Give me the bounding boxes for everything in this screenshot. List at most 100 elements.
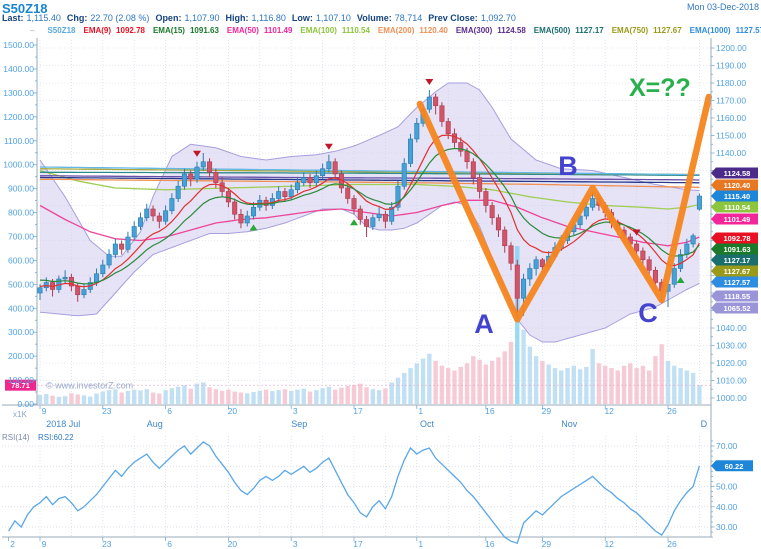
price-badge: [711, 265, 758, 277]
svg-text:1150.00: 1150.00: [716, 131, 746, 141]
rsi-panel: RSI(14) RSI:60.22 70.00 50.00 40.00 30.00 60.2…: [2, 433, 753, 549]
quote-value-2: 1,107.90: [184, 13, 220, 23]
wave-label-A: A: [474, 309, 494, 339]
quote-label-0: Last:: [2, 13, 24, 23]
svg-text:1180.00: 1180.00: [716, 78, 746, 88]
svg-text:16: 16: [485, 406, 495, 416]
line-EMA(100): [39, 169, 700, 210]
svg-text:20: 20: [228, 539, 238, 549]
legend-item-6: EMA(300): [455, 26, 493, 35]
quote-label-6: Prev Close:: [428, 13, 478, 23]
legend-line-marker: –: [30, 26, 35, 35]
candles-layer: [37, 90, 702, 320]
price-badge: [711, 232, 758, 244]
symbol-title: S50Z18: [2, 1, 48, 16]
svg-text:2: 2: [10, 539, 15, 549]
svg-text:17: 17: [353, 539, 363, 549]
month-label: Sep: [291, 419, 307, 429]
svg-text:1100.00: 1100.00: [4, 136, 34, 146]
line-EMA(500): [40, 171, 700, 177]
svg-text:6: 6: [167, 406, 172, 416]
rsi-badge: [711, 460, 753, 472]
svg-text:40.00: 40.00: [716, 502, 738, 512]
svg-text:300.00: 300.00: [8, 327, 34, 337]
rsi-current-value: RSI:60.22: [38, 433, 74, 442]
quote-value-3: 1,116.80: [251, 13, 286, 23]
legend-item-5: EMA(200): [377, 26, 415, 35]
quote-value-6: 1,092.70: [480, 13, 516, 23]
svg-text:400.00: 400.00: [8, 303, 34, 313]
session-date: Mon 03-Dec-2018: [686, 2, 759, 12]
svg-text:23: 23: [102, 539, 112, 549]
legend-value-2: 1091.63: [189, 26, 219, 35]
svg-text:29: 29: [542, 539, 552, 549]
month-label: Oct: [420, 419, 435, 429]
price-badge: [711, 179, 758, 191]
svg-text:1120.40: 1120.40: [724, 181, 751, 190]
price-badge: [711, 302, 758, 314]
svg-text:12: 12: [604, 539, 614, 549]
legend-value-5: 1120.40: [419, 26, 448, 35]
svg-text:1118.55: 1118.55: [724, 292, 750, 301]
svg-text:1030.00: 1030.00: [716, 341, 747, 351]
legend-value-9: 1127.57: [735, 26, 761, 35]
quote-label-3: High:: [225, 13, 249, 23]
legend-item-7: EMA(500): [533, 26, 571, 35]
svg-text:1300.00: 1300.00: [3, 88, 34, 98]
svg-text:1: 1: [418, 539, 423, 549]
price-badge: [711, 213, 758, 225]
svg-text:1190.00: 1190.00: [716, 61, 746, 71]
svg-text:1127.67: 1127.67: [724, 267, 751, 276]
sell-marker: [632, 229, 641, 236]
svg-text:1400.00: 1400.00: [3, 64, 34, 74]
price-badge: [711, 201, 758, 213]
signal-markers: [193, 79, 685, 283]
svg-text:1115.40: 1115.40: [724, 192, 750, 201]
legend-value-4: 1110.54: [341, 26, 370, 35]
price-badges: 1124.58 1120.40 1115.40 1110.54 1101.49 1092.…: [711, 167, 758, 314]
svg-text:3: 3: [293, 539, 298, 549]
svg-text:1170.00: 1170.00: [716, 96, 746, 106]
svg-text:1124.58: 1124.58: [724, 169, 751, 178]
price-badge: [711, 167, 758, 179]
svg-text:800.00: 800.00: [8, 208, 34, 218]
quote-label-1: Chg:: [66, 13, 88, 23]
legend-item-9: EMA(1000): [689, 26, 731, 35]
line-EMA(1000): [39, 166, 700, 176]
svg-text:1140.00: 1140.00: [716, 148, 746, 158]
svg-text:30.00: 30.00: [716, 522, 738, 532]
rsi-line: [8, 441, 701, 545]
svg-text:600.00: 600.00: [8, 255, 34, 265]
quote-value-5: 78,714: [394, 13, 423, 23]
svg-text:1200.00: 1200.00: [716, 43, 747, 53]
quote-summary-bar: Last: 1,115.40 Chg: 22.70 (2.08 %) Open: 1,10…: [2, 13, 516, 23]
svg-text:900.00: 900.00: [8, 184, 34, 194]
legend-item-4: EMA(100): [300, 26, 337, 35]
zigzag-annotation: [416, 93, 713, 323]
svg-text:1092.78: 1092.78: [723, 234, 750, 243]
svg-text:23: 23: [102, 406, 112, 416]
legend-value-1: 1092.78: [116, 26, 145, 35]
line-EMA(50): [39, 199, 700, 247]
moving-average-lines: [39, 166, 700, 247]
svg-text:17: 17: [353, 406, 363, 416]
legend-item-2: EMA(15): [152, 26, 185, 35]
svg-text:78.71: 78.71: [11, 381, 30, 390]
svg-text:1091.63: 1091.63: [723, 245, 750, 254]
svg-text:0.00: 0.00: [17, 399, 34, 409]
rsi-indicator-label: RSI(14): [2, 433, 30, 442]
quote-value-0: 1,115.40: [26, 13, 61, 23]
svg-text:1065.52: 1065.52: [723, 304, 750, 313]
volume-badge: 78.71 © www.investorZ.com: [5, 379, 711, 391]
svg-text:70.00: 70.00: [716, 441, 738, 451]
watermark: © www.investorZ.com: [46, 381, 133, 391]
svg-text:1500.00: 1500.00: [3, 40, 34, 50]
svg-text:1: 1: [418, 406, 423, 416]
wave-label-B: B: [558, 151, 578, 181]
legend-value-7: 1127.17: [575, 26, 604, 35]
svg-text:1020.00: 1020.00: [716, 358, 747, 368]
svg-text:100.00: 100.00: [8, 375, 34, 385]
short-ema-lines: [39, 134, 700, 288]
svg-text:1040.00: 1040.00: [716, 323, 747, 333]
